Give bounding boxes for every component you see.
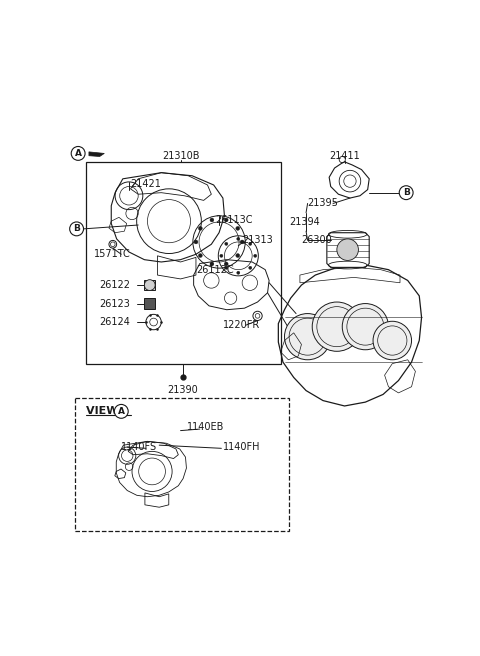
- Text: 1140EB: 1140EB: [187, 422, 225, 432]
- Circle shape: [198, 226, 202, 230]
- Bar: [144, 298, 155, 309]
- Circle shape: [224, 262, 228, 266]
- Text: 1571TC: 1571TC: [94, 249, 130, 259]
- Circle shape: [240, 240, 244, 244]
- Circle shape: [342, 304, 388, 350]
- Polygon shape: [327, 233, 369, 268]
- Text: 26113C: 26113C: [215, 215, 252, 224]
- Circle shape: [254, 255, 257, 257]
- Text: 1140FH: 1140FH: [223, 441, 260, 452]
- Text: 21395: 21395: [308, 199, 338, 209]
- Circle shape: [285, 314, 331, 359]
- Text: A: A: [75, 149, 82, 158]
- Circle shape: [198, 254, 202, 257]
- Circle shape: [210, 262, 214, 266]
- Circle shape: [249, 242, 252, 245]
- Text: 21421: 21421: [131, 179, 161, 189]
- Text: 26122: 26122: [100, 280, 131, 290]
- Circle shape: [312, 302, 361, 352]
- Bar: [75, 398, 289, 531]
- Text: 21313: 21313: [242, 236, 273, 245]
- Circle shape: [220, 255, 223, 257]
- Circle shape: [114, 405, 128, 419]
- Text: 21390: 21390: [168, 385, 198, 395]
- Circle shape: [253, 311, 262, 321]
- Bar: [144, 279, 155, 291]
- Text: 26112C: 26112C: [197, 264, 234, 275]
- Circle shape: [146, 314, 161, 330]
- Text: VIEW: VIEW: [86, 406, 122, 417]
- Text: 21411: 21411: [329, 151, 360, 161]
- Text: A: A: [118, 407, 125, 416]
- Circle shape: [194, 240, 198, 244]
- Circle shape: [237, 271, 240, 274]
- Circle shape: [70, 222, 84, 236]
- Circle shape: [236, 254, 240, 257]
- Circle shape: [399, 186, 413, 199]
- Circle shape: [71, 146, 85, 160]
- Text: 26300: 26300: [301, 236, 332, 245]
- Text: 26123: 26123: [100, 298, 131, 308]
- Circle shape: [236, 226, 240, 230]
- Circle shape: [224, 218, 228, 222]
- Circle shape: [109, 240, 117, 248]
- Polygon shape: [89, 152, 104, 157]
- Text: 1220FR: 1220FR: [223, 320, 260, 330]
- Text: 26124: 26124: [100, 317, 131, 327]
- Text: 21394: 21394: [289, 217, 320, 227]
- Text: B: B: [403, 188, 409, 197]
- Text: 1140FS: 1140FS: [121, 441, 157, 452]
- Circle shape: [225, 266, 228, 270]
- Circle shape: [225, 242, 228, 245]
- Circle shape: [237, 237, 240, 240]
- Circle shape: [144, 279, 155, 291]
- Text: 21310B: 21310B: [162, 151, 199, 161]
- Circle shape: [337, 239, 359, 260]
- Circle shape: [210, 218, 214, 222]
- Text: B: B: [73, 224, 80, 234]
- Circle shape: [249, 266, 252, 270]
- Circle shape: [373, 321, 411, 359]
- Bar: [86, 162, 281, 363]
